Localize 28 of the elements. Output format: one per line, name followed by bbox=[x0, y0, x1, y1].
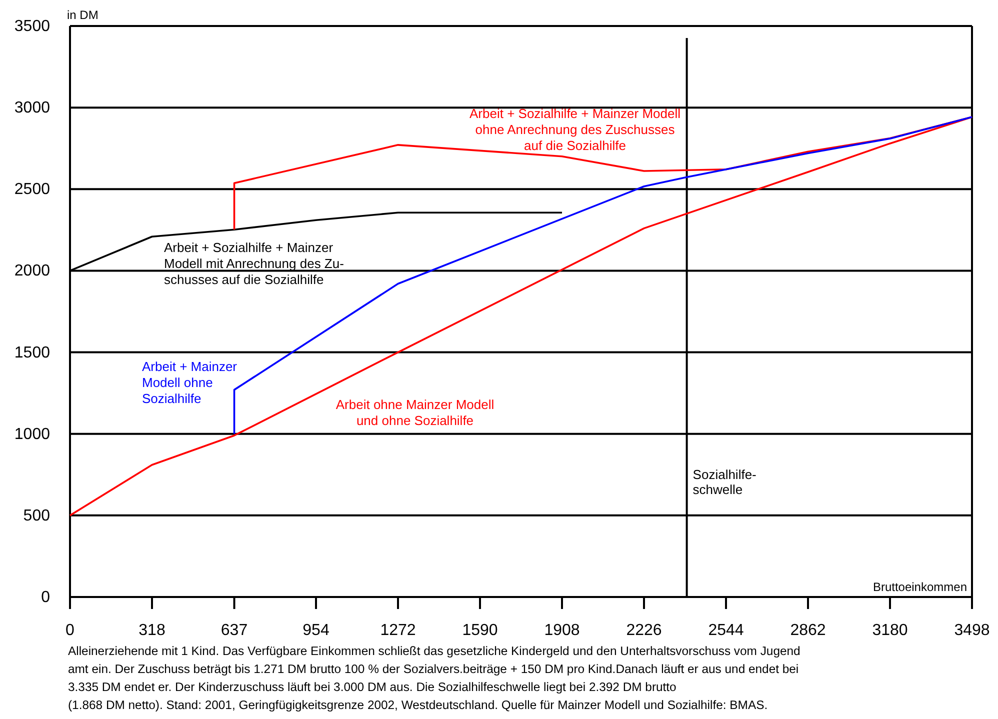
series-label: Arbeit + Sozialhilfe + Mainzer Modell ohne Anrechnung des Zuschusses auf die Sozialhilfe bbox=[470, 106, 681, 153]
x-tick-label: 1272 bbox=[380, 622, 416, 639]
y-tick-label: 1500 bbox=[14, 344, 50, 362]
x-tick-label: 318 bbox=[138, 622, 166, 639]
y-tick-label: 0 bbox=[41, 589, 50, 606]
x-tick-label: 3498 bbox=[954, 622, 990, 639]
y-axis-title: in DM bbox=[67, 8, 98, 22]
x-tick-label: 3180 bbox=[872, 622, 908, 639]
x-axis-title: Bruttoeinkommen bbox=[872, 580, 967, 594]
y-tick-label: 1000 bbox=[14, 426, 50, 443]
ref-line-label: Sozialhilfe- schwelle bbox=[692, 467, 756, 497]
x-tick-label: 2544 bbox=[708, 622, 744, 639]
y-tick-label: 3000 bbox=[14, 100, 50, 117]
series-label: Arbeit + Mainzer Modell ohne Sozialhilfe bbox=[142, 359, 238, 406]
x-tick-label: 2226 bbox=[626, 622, 662, 639]
x-tick-label: 2862 bbox=[790, 622, 826, 639]
y-tick-label: 3500 bbox=[14, 18, 50, 35]
y-tick-label: 2000 bbox=[14, 262, 50, 280]
x-tick-label: 1590 bbox=[462, 622, 498, 639]
x-tick-label: 0 bbox=[66, 622, 75, 639]
x-tick-label: 637 bbox=[220, 622, 248, 639]
y-tick-label: 2500 bbox=[14, 181, 50, 198]
x-tick-label: 1908 bbox=[544, 622, 580, 639]
x-tick-label: 954 bbox=[302, 622, 330, 639]
series-label: Arbeit + Sozialhilfe + Mainzer Modell mit Anrechnung des Zu- schusses auf die Sozialhilfe bbox=[164, 240, 344, 287]
y-tick-label: 500 bbox=[23, 507, 50, 524]
text: Alleinerziehende mit 1 Kind. Das Verfügbare Einkommen schließt das gesetzliche Kindergeld und den Unterhaltsvorschuss vom Jugend amt ein. Der Zuschuss beträgt bis 1.271 DM brutto 100 % der Sozialvers.beiträge + 150 DM pro Kind.Danach läuft er aus und endet bei 3.335 DM endet er. Der Kinderzuschuss läuft bei 3.000 DM aus. Die Sozialhilfeschwelle liegt bei 2.392 DM brutto (1.868 DM netto). Stand: 2001, Geringfügigkeitsgrenze 2002, Westdeutschland. Quelle für Mainzer Modell und Sozialhilfe: BMAS. bbox=[68, 644, 800, 712]
series-label: Arbeit ohne Mainzer Modell und ohne Sozialhilfe bbox=[336, 397, 494, 428]
